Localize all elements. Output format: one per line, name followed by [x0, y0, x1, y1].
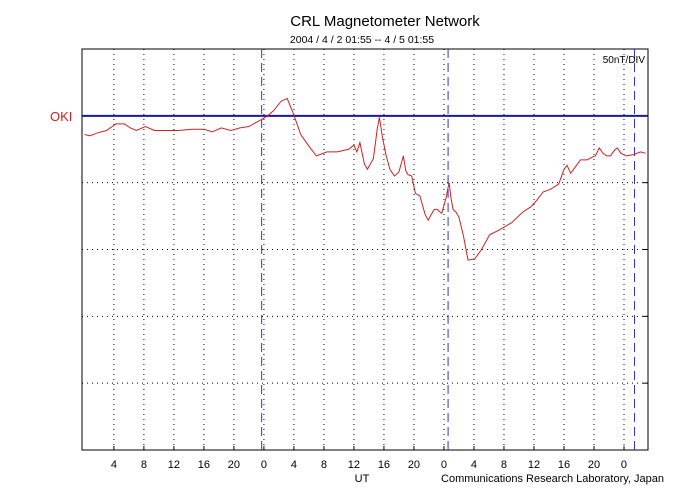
x-tick-label: 20 — [228, 459, 240, 471]
x-tick-label: 8 — [321, 459, 327, 471]
x-axis-label: UT — [355, 473, 370, 485]
x-tick-label: 8 — [141, 459, 147, 471]
scale-label: 50nT/DIV — [603, 55, 646, 66]
credit-text: Communications Research Laboratory, Japa… — [441, 473, 664, 485]
x-tick-label: 16 — [378, 459, 390, 471]
x-tick-label: 4 — [471, 459, 477, 471]
plot-frame — [81, 48, 649, 451]
x-tick-label: 0 — [441, 459, 447, 471]
x-tick-label: 12 — [168, 459, 180, 471]
chart-title: CRL Magnetometer Network — [290, 13, 480, 30]
x-tick-label: 16 — [558, 459, 570, 471]
x-tick-label: 4 — [291, 459, 297, 471]
grid — [82, 49, 648, 450]
x-tick-label: 4 — [111, 459, 117, 471]
x-tick-label: 0 — [621, 459, 627, 471]
x-tick-label: 20 — [408, 459, 420, 471]
x-tick-label: 12 — [528, 459, 540, 471]
station-label: OKI — [50, 109, 72, 124]
date-range: 2004 / 4 / 2 01:55 -- 4 / 5 01:55 — [290, 34, 434, 46]
x-tick-labels: 4 8 12 16 20 0 4 8 12 16 20 0 4 8 12 16 20 0 — [111, 446, 627, 471]
x-tick-label: 16 — [198, 459, 210, 471]
day-boundary-lines — [261, 49, 635, 450]
trace-line — [84, 97, 646, 261]
x-tick-label: 12 — [348, 459, 360, 471]
x-tick-label: 0 — [261, 459, 267, 471]
x-tick-label: 20 — [588, 459, 600, 471]
x-tick-label: 8 — [501, 459, 507, 471]
